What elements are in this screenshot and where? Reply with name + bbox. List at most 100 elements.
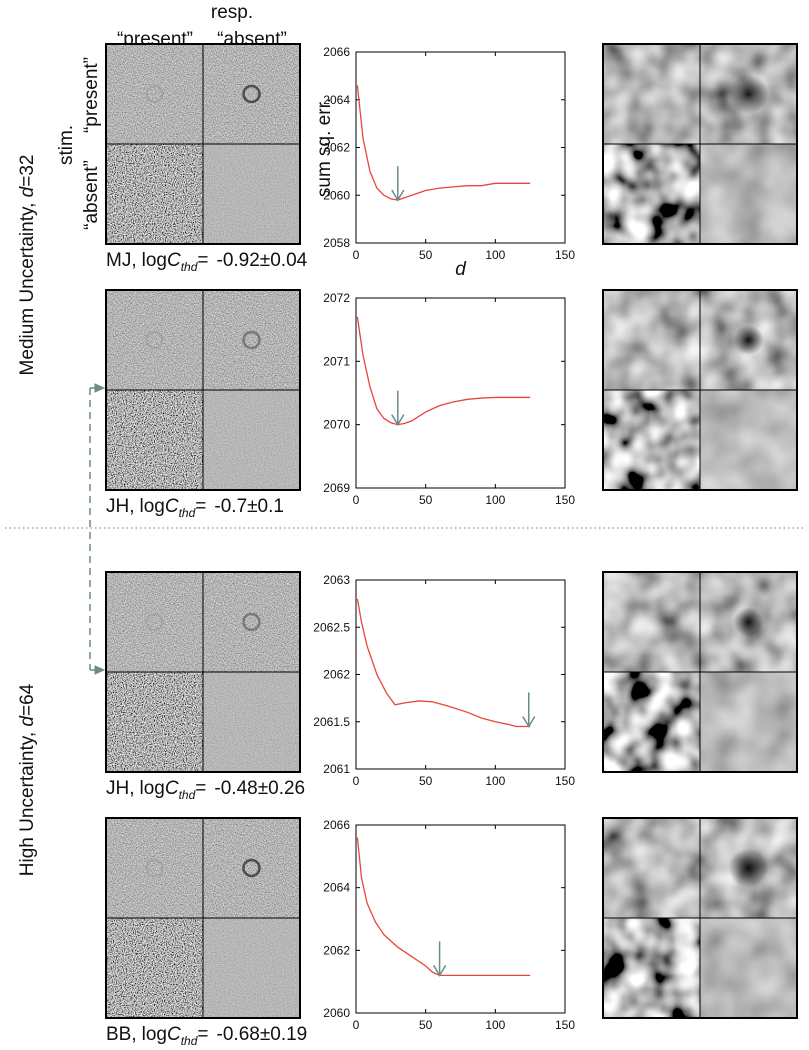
- y-tick-label: 2069: [323, 481, 350, 495]
- error-curve: [356, 598, 531, 728]
- image-panel: [105, 289, 301, 491]
- subject-label: BB, logCthd= -0.68±0.19: [106, 1024, 307, 1048]
- noise-quadrant: [203, 44, 300, 144]
- x-tick-label: 150: [555, 248, 575, 262]
- signal-ring: [242, 330, 261, 350]
- x-tick-label: 0: [353, 248, 360, 262]
- c-symbol: C: [167, 1024, 181, 1045]
- blob: [635, 329, 668, 361]
- noise-quadrant: [203, 918, 300, 1018]
- x-tick-label: 100: [485, 493, 505, 507]
- noise-quadrant: [106, 390, 203, 490]
- plot-frame: [355, 297, 566, 489]
- noise-quadrant: [203, 144, 300, 244]
- log-text: log: [140, 778, 165, 799]
- x-tick-label: 100: [485, 1018, 505, 1032]
- smooth-quadrant: [700, 144, 797, 244]
- subject-label: MJ, logCthd= -0.92±0.04: [106, 250, 308, 274]
- plot-frame: [355, 579, 566, 770]
- noise-quadrant: [203, 290, 300, 390]
- x-tick-label: 50: [419, 774, 433, 788]
- subject-name: MJ,: [106, 250, 137, 271]
- plot-frame: [355, 51, 566, 244]
- y-tick-label: 2062: [323, 943, 350, 957]
- log-text: log: [142, 1024, 167, 1045]
- noise-quadrant: [106, 818, 203, 918]
- x-tick-label: 100: [485, 774, 505, 788]
- noise-quadrant: [203, 818, 300, 918]
- x-tick-label: 0: [353, 493, 360, 507]
- blob: [635, 857, 668, 889]
- blob: [733, 607, 764, 637]
- noise-quadrant: [106, 144, 203, 244]
- y-tick-label: 2070: [323, 418, 350, 432]
- c-subscript: thd: [179, 788, 196, 802]
- blob: [728, 848, 769, 888]
- signal-ring: [242, 84, 261, 104]
- group-var: d: [17, 185, 38, 197]
- equals: =: [197, 250, 208, 271]
- row-present: “present”: [81, 57, 102, 133]
- y-tick-label: 2072: [323, 291, 350, 305]
- stim-label: stim.: [56, 125, 77, 165]
- classification-image: [602, 817, 798, 1019]
- group-prefix: Medium Uncertainty,: [17, 197, 38, 375]
- subject-name: JH,: [106, 778, 135, 799]
- noise-quadrant: [203, 390, 300, 490]
- y-tick-label: 2064: [323, 881, 350, 895]
- image-panel: [105, 817, 301, 1019]
- group-suffix: =64: [17, 683, 38, 716]
- y-tick-label: 2063: [323, 573, 350, 587]
- smooth-quadrant: [700, 672, 797, 772]
- threshold-value: -0.92±0.04: [217, 250, 308, 271]
- smooth-quadrant: [603, 390, 700, 490]
- c-subscript: thd: [181, 260, 198, 274]
- signal-ring: [242, 612, 261, 632]
- log-text: log: [140, 496, 165, 517]
- c-subscript: thd: [181, 1034, 198, 1048]
- error-curve: [356, 85, 531, 201]
- error-curve: [356, 316, 531, 426]
- noise-quadrant: [203, 672, 300, 772]
- noise-quadrant: [106, 918, 203, 1018]
- signal-ring: [242, 858, 261, 878]
- blob: [728, 74, 769, 114]
- arrow-head: [432, 965, 447, 977]
- x-axis-label: d: [455, 259, 467, 280]
- y-tick-label: 2062: [323, 668, 350, 682]
- c-subscript: thd: [179, 506, 196, 520]
- image-panel: [105, 43, 301, 245]
- error-curve: [356, 837, 531, 977]
- classification-image: [602, 43, 798, 245]
- x-tick-label: 50: [419, 493, 433, 507]
- y-tick-label: 2062: [323, 141, 350, 155]
- noise-quadrant: [106, 44, 203, 144]
- subject-name: JH,: [106, 496, 135, 517]
- blob: [635, 83, 668, 115]
- group-label: High Uncertainty, d=64: [17, 683, 38, 876]
- smooth-quadrant: [603, 672, 700, 772]
- resp-label: resp.: [211, 2, 253, 23]
- y-tick-label: 2060: [323, 188, 350, 202]
- x-tick-label: 0: [353, 774, 360, 788]
- equals: =: [195, 778, 206, 799]
- arrow-head: [391, 414, 405, 427]
- y-tick-label: 2058: [323, 236, 350, 250]
- x-tick-label: 100: [485, 248, 505, 262]
- y-tick-label: 2060: [323, 1006, 350, 1020]
- noise-quadrant: [106, 572, 203, 672]
- x-tick-label: 150: [555, 493, 575, 507]
- x-tick-label: 50: [419, 1018, 433, 1032]
- signal-ring: [145, 859, 164, 877]
- c-symbol: C: [167, 250, 181, 271]
- y-tick-label: 2061: [323, 762, 350, 776]
- log-text: log: [142, 250, 167, 271]
- y-tick-label: 2061.5: [313, 715, 350, 729]
- y-tick-label: 2066: [323, 45, 350, 59]
- min-arrow: [522, 692, 536, 728]
- x-tick-label: 50: [419, 248, 433, 262]
- equals: =: [195, 496, 206, 517]
- signal-ring: [145, 331, 164, 349]
- smooth-quadrant: [603, 918, 700, 1018]
